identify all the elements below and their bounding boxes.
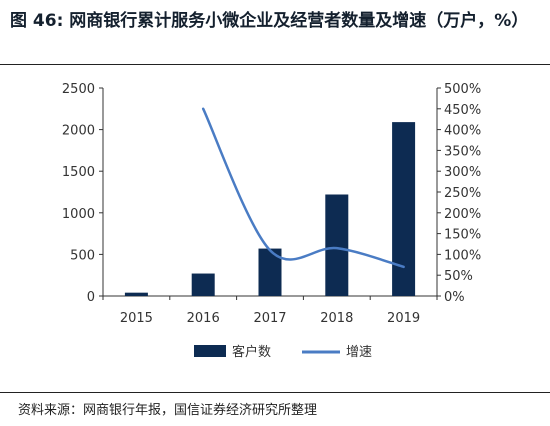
y-right-tick-label: 450% [444, 103, 481, 118]
y-right-tick-label: 100% [444, 248, 481, 263]
y-left-tick-label: 500 [70, 248, 95, 263]
y-left-tick-label: 2000 [62, 124, 95, 139]
chart-axes: 0 500 1000 1500 2000 2500 0% 50% 100% 150% 200% 250… [62, 82, 481, 326]
chart-legend: 客户数 增速 [194, 344, 372, 360]
x-tick-label: 2019 [387, 311, 420, 326]
y-right-tick-label: 350% [444, 144, 481, 159]
x-tick-label: 2017 [253, 311, 286, 326]
x-tick-label: 2018 [320, 311, 353, 326]
combo-chart: 0 500 1000 1500 2000 2500 0% 50% 100% 150% 200% 250… [62, 82, 481, 360]
legend-bar-swatch [194, 345, 226, 357]
y-left-tick-label: 1000 [62, 207, 95, 222]
bar-2019 [392, 122, 416, 296]
y-right-tick-label: 500% [444, 82, 481, 97]
y-right-tick-label: 400% [444, 124, 481, 139]
x-tick-label: 2015 [120, 311, 153, 326]
y-right-tick-label: 200% [444, 207, 481, 222]
bar-series [124, 122, 416, 296]
y-right-tick-label: 50% [444, 269, 473, 284]
legend-bar-label: 客户数 [232, 344, 271, 360]
y-left-tick-label: 1500 [62, 165, 95, 180]
bar-2018 [325, 194, 349, 296]
x-tick-label: 2016 [187, 311, 220, 326]
y-left-tick-label: 2500 [62, 82, 95, 97]
y-right-tick-label: 250% [444, 186, 481, 201]
line-series [201, 107, 405, 269]
bar-2016 [191, 273, 215, 296]
bar-2017 [258, 248, 282, 296]
y-right-tick-label: 150% [444, 228, 481, 243]
y-right-tick-label: 0% [444, 290, 465, 305]
y-right-tick-label: 300% [444, 165, 481, 180]
title-divider [0, 64, 550, 65]
source-note: 资料来源：网商银行年报，国信证券经济研究所整理 [18, 403, 318, 418]
figure-title: 图 46: 网商银行累计服务小微企业及经营者数量及增速（万户，%） [10, 11, 529, 31]
bar-2015 [124, 292, 148, 296]
y-left-tick-label: 0 [87, 290, 95, 305]
growth-line [201, 107, 405, 269]
legend-line-label: 增速 [346, 345, 372, 360]
source-divider [0, 392, 550, 393]
